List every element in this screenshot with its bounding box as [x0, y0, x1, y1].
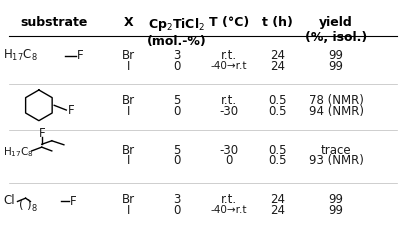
Text: r.t.: r.t.	[221, 94, 237, 107]
Text: 99: 99	[328, 60, 343, 73]
Text: 3: 3	[173, 49, 180, 62]
Text: 0: 0	[173, 60, 180, 73]
Text: 94 (NMR): 94 (NMR)	[308, 105, 362, 118]
Text: Cl: Cl	[3, 195, 15, 207]
Text: -30: -30	[219, 105, 238, 118]
Text: r.t.: r.t.	[221, 49, 237, 62]
Text: 5: 5	[173, 144, 180, 157]
Text: H$_{17}$C$_8$: H$_{17}$C$_8$	[3, 48, 38, 63]
Text: F: F	[77, 49, 83, 62]
Text: I: I	[126, 105, 130, 118]
Text: X: X	[123, 16, 133, 29]
Text: 93 (NMR): 93 (NMR)	[308, 154, 362, 167]
Text: 5: 5	[173, 94, 180, 107]
Text: trace: trace	[320, 144, 350, 157]
Text: substrate: substrate	[20, 16, 87, 29]
Text: t (h): t (h)	[262, 16, 292, 29]
Text: 24: 24	[269, 60, 284, 73]
Text: Br: Br	[122, 94, 134, 107]
Text: 0.5: 0.5	[268, 105, 286, 118]
Text: 0: 0	[173, 204, 180, 217]
Text: F: F	[70, 195, 77, 208]
Text: 0: 0	[225, 154, 232, 167]
Text: 0.5: 0.5	[268, 94, 286, 107]
Text: Br: Br	[122, 144, 134, 157]
Text: 24: 24	[269, 49, 284, 62]
Text: Cp$_2$TiCl$_2$
(mol.-%): Cp$_2$TiCl$_2$ (mol.-%)	[147, 16, 206, 48]
Text: T (°C): T (°C)	[209, 16, 249, 29]
Text: F: F	[67, 104, 74, 117]
Text: F: F	[38, 127, 45, 140]
Text: 24: 24	[269, 193, 284, 206]
Text: 0.5: 0.5	[268, 154, 286, 167]
Text: -40→r.t: -40→r.t	[211, 61, 247, 71]
Text: -30: -30	[219, 144, 238, 157]
Text: 0.5: 0.5	[268, 144, 286, 157]
Text: 24: 24	[269, 204, 284, 217]
Text: I: I	[126, 204, 130, 217]
Text: I: I	[126, 154, 130, 167]
Text: 3: 3	[173, 193, 180, 206]
Text: 99: 99	[328, 204, 343, 217]
Text: yield
(%, isol.): yield (%, isol.)	[304, 16, 366, 43]
Text: H$_{17}$C$_8$: H$_{17}$C$_8$	[3, 146, 34, 159]
Text: I: I	[126, 60, 130, 73]
Text: $($ $)_8$: $($ $)_8$	[17, 198, 37, 214]
Text: 99: 99	[328, 193, 343, 206]
Text: Br: Br	[122, 49, 134, 62]
Text: r.t.: r.t.	[221, 193, 237, 206]
Text: Br: Br	[122, 193, 134, 206]
Text: -40→r.t: -40→r.t	[211, 206, 247, 215]
Text: 99: 99	[328, 49, 343, 62]
Text: 78 (NMR): 78 (NMR)	[308, 94, 362, 107]
Text: 0: 0	[173, 105, 180, 118]
Text: 0: 0	[173, 154, 180, 167]
